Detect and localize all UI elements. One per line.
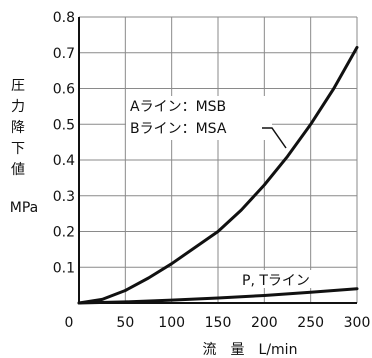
x-tick-label-3: 150 — [205, 315, 232, 331]
y-tick-label-7: 0.8 — [53, 10, 75, 26]
y-tick-label-1: 0.2 — [53, 225, 75, 241]
x-tick-label-0: 0 — [65, 315, 74, 331]
y-axis-label-char-2: 力 — [11, 99, 25, 115]
annotation-pt-line: P, Tライン — [242, 273, 310, 289]
x-tick-label-6: 300 — [344, 315, 371, 331]
x-axis-label: 流 量 L/min — [203, 342, 298, 358]
series-line-1 — [77, 287, 359, 305]
y-axis-label: 圧 力 降 下 値 MPa — [10, 78, 38, 216]
y-tick-label-3: 0.4 — [53, 153, 75, 169]
x-tick-label-1: 50 — [116, 315, 134, 331]
y-tick-label-2: 0.3 — [53, 189, 75, 205]
x-tick-labels: 0 50 100 150 200 250 300 — [65, 315, 371, 331]
annotation-b-line: Bライン：MSA — [130, 121, 227, 137]
annotations: Aライン：MSB Bライン：MSA P, Tライン — [126, 96, 340, 289]
y-tick-label-0: 0.1 — [53, 260, 75, 276]
x-tick-label-5: 250 — [297, 315, 324, 331]
y-tick-label-5: 0.6 — [53, 82, 75, 98]
y-tick-labels: 0.1 0.2 0.3 0.4 0.5 0.6 0.7 0.8 — [53, 10, 75, 276]
y-axis-label-char-3: 降 — [11, 120, 25, 136]
annotation-leader — [262, 127, 287, 149]
y-axis-label-char-5: 値 — [11, 162, 25, 178]
series-line-0 — [77, 45, 359, 305]
series-lines — [77, 45, 359, 305]
annotation-background — [126, 96, 272, 140]
annotation-a-line: Aライン：MSB — [130, 99, 226, 115]
grid — [79, 16, 358, 303]
y-axis-label-char-4: 下 — [11, 141, 25, 157]
y-axis-label-char-1: 圧 — [11, 78, 25, 94]
y-tick-label-6: 0.7 — [53, 46, 75, 62]
x-tick-label-2: 100 — [158, 315, 185, 331]
annotation-pt-background — [240, 270, 340, 288]
y-axis-unit: MPa — [10, 200, 38, 216]
y-tick-label-4: 0.5 — [53, 117, 75, 133]
x-tick-label-4: 200 — [251, 315, 278, 331]
